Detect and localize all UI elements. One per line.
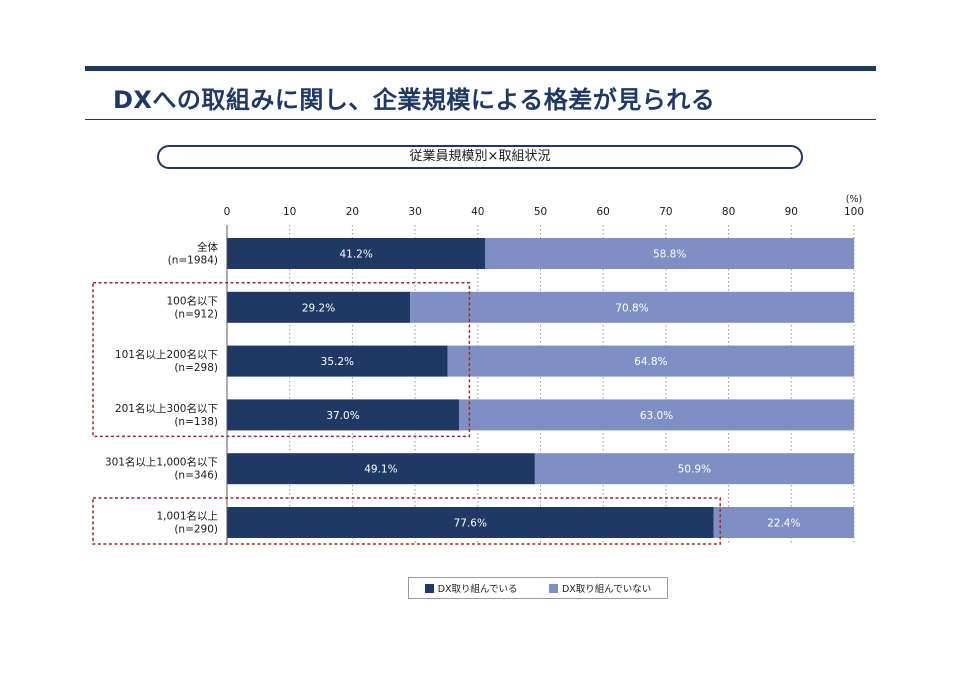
x-tick-label: 80 [722, 206, 735, 218]
data-label: 29.2% [302, 302, 335, 314]
category-n-label: (n=1984) [168, 255, 218, 267]
chart-legend: DX取り組んでいる DX取り組んでいない [408, 577, 668, 599]
category-label: 201名以上300名以下 [115, 402, 218, 415]
legend-swatch-not-doing [548, 583, 558, 593]
legend-swatch-doing [424, 583, 434, 593]
legend-item-doing: DX取り組んでいる [424, 581, 518, 595]
highlight-box [92, 282, 471, 438]
bar-doing [227, 453, 535, 485]
x-tick-label: 60 [597, 206, 610, 218]
legend-label-not-doing: DX取り組んでいない [561, 584, 652, 595]
legend-item-not-doing: DX取り組んでいない [548, 581, 652, 595]
category-n-label: (n=298) [174, 362, 218, 374]
x-tick-label: 100 [844, 206, 864, 218]
data-label: 63.0% [640, 410, 673, 422]
bar-not-doing [485, 238, 854, 269]
x-tick-label: 50 [534, 206, 547, 218]
category-label: 1,001名以上 [156, 510, 218, 523]
top-rule [85, 66, 876, 71]
bar-not-doing [458, 399, 854, 431]
x-tick-label: 40 [471, 206, 484, 218]
bar-doing [227, 399, 459, 431]
bar-not-doing [534, 453, 854, 485]
highlight-box [92, 497, 721, 545]
category-label: 100名以下 [166, 294, 218, 307]
bar-doing [227, 238, 486, 269]
page-title: DXへの取組みに関し、企業規模による格差が見られる [113, 86, 716, 114]
category-n-label: (n=290) [174, 524, 218, 536]
data-label: 70.8% [615, 302, 648, 314]
bar-doing [227, 507, 714, 538]
data-label: 58.8% [653, 249, 686, 261]
data-label: 41.2% [339, 249, 372, 261]
x-tick-label: 20 [346, 206, 359, 218]
legend-label-doing: DX取り組んでいる [437, 584, 518, 595]
bar-doing [227, 291, 411, 323]
data-label: 64.8% [634, 356, 667, 368]
x-tick-label: 10 [283, 206, 296, 218]
data-label: 35.2% [321, 356, 354, 368]
x-tick-label: 70 [659, 206, 672, 218]
bar-not-doing [713, 507, 854, 538]
data-label: 77.6% [454, 518, 487, 530]
unit-label: (%) [846, 194, 862, 205]
category-n-label: (n=138) [174, 416, 218, 428]
bar-not-doing [410, 291, 854, 323]
category-n-label: (n=912) [174, 308, 218, 320]
category-n-label: (n=346) [174, 470, 218, 482]
data-label: 37.0% [326, 410, 359, 422]
x-tick-label: 30 [408, 206, 421, 218]
chart-subtitle: 従業員規模別×取組状況 [157, 145, 803, 169]
category-label: 301名以上1,000名以下 [105, 456, 218, 469]
title-rule [85, 119, 876, 120]
x-tick-label: 0 [224, 206, 231, 218]
category-label: 101名以上200名以下 [115, 348, 218, 361]
bar-doing [227, 345, 448, 377]
x-tick-label: 90 [785, 206, 798, 218]
data-label: 50.9% [678, 464, 711, 476]
bar-not-doing [447, 345, 854, 377]
data-label: 22.4% [767, 518, 800, 530]
category-label: 全体 [197, 241, 218, 254]
data-label: 49.1% [364, 464, 397, 476]
